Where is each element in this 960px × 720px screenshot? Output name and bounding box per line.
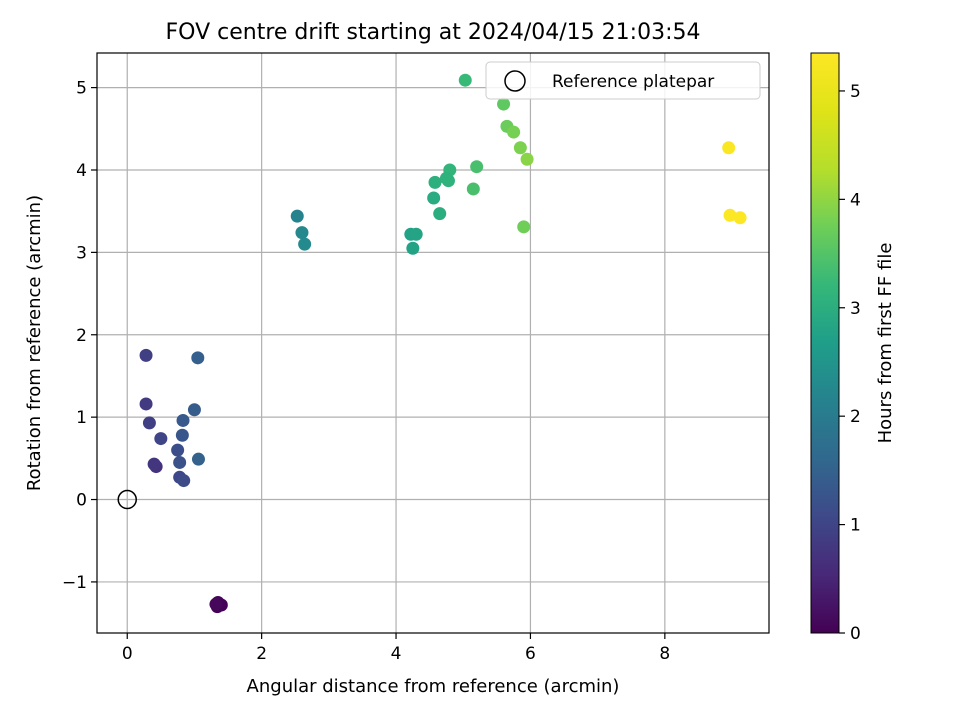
x-tick-label: 8 xyxy=(659,644,670,664)
data-point xyxy=(428,175,442,189)
data-point xyxy=(191,351,205,365)
data-point xyxy=(427,191,441,205)
data-point xyxy=(406,241,420,255)
x-tick-label: 4 xyxy=(391,644,402,664)
data-point xyxy=(439,171,453,185)
y-axis-ticks: −1 0 1 2 3 4 5 xyxy=(62,79,97,593)
data-point xyxy=(171,443,185,457)
data-point xyxy=(295,226,309,240)
x-tick-label: 0 xyxy=(122,644,133,664)
reference-platepar-marker xyxy=(117,489,137,510)
colorbar-ticks: 0 1 2 3 4 5 xyxy=(839,82,861,644)
y-tick-label: −1 xyxy=(62,573,87,593)
data-point xyxy=(520,152,534,166)
data-point xyxy=(139,348,153,362)
colorbar: 0 1 2 3 4 5 Hours from first FF file xyxy=(810,52,896,644)
colorbar-label: Hours from first FF file xyxy=(875,243,896,444)
data-point xyxy=(507,125,521,139)
data-point xyxy=(409,227,423,241)
data-point xyxy=(458,73,472,87)
data-point xyxy=(470,160,484,174)
colorbar-tick-label: 4 xyxy=(850,190,861,210)
plot-frame xyxy=(96,52,770,634)
data-point xyxy=(154,432,168,446)
data-point xyxy=(290,209,304,223)
x-axis-label: Angular distance from reference (arcmin) xyxy=(247,676,620,697)
x-tick-label: 6 xyxy=(525,644,536,664)
y-tick-label: 4 xyxy=(76,161,87,181)
legend-box xyxy=(485,61,761,100)
data-point xyxy=(139,397,153,411)
data-point xyxy=(513,141,527,155)
colorbar-tick-label: 2 xyxy=(850,407,861,427)
data-point xyxy=(723,208,737,222)
y-tick-label: 1 xyxy=(76,408,87,428)
grid-lines xyxy=(97,53,769,633)
data-point xyxy=(176,413,190,427)
data-point xyxy=(517,220,531,234)
data-point xyxy=(173,455,187,469)
data-point xyxy=(142,416,156,430)
colorbar-gradient xyxy=(810,52,840,634)
chart-title: FOV centre drift starting at 2024/04/15 … xyxy=(166,20,701,45)
data-point xyxy=(175,428,189,442)
data-point xyxy=(497,97,511,111)
colorbar-tick-label: 1 xyxy=(850,516,861,536)
y-tick-label: 0 xyxy=(76,491,87,511)
data-point xyxy=(733,211,747,225)
data-point xyxy=(187,403,201,417)
y-axis-label: Rotation from reference (arcmin) xyxy=(24,195,45,491)
colorbar-tick-label: 3 xyxy=(850,299,861,319)
data-point xyxy=(433,207,447,221)
data-point xyxy=(298,237,312,251)
legend-reference-marker xyxy=(504,70,526,92)
y-tick-label: 3 xyxy=(76,243,87,263)
data-point xyxy=(177,474,191,488)
x-tick-label: 2 xyxy=(256,644,267,664)
data-point xyxy=(722,141,736,155)
data-point xyxy=(209,597,223,611)
data-point xyxy=(147,457,161,471)
data-point xyxy=(191,452,205,466)
legend: Reference platepar xyxy=(485,61,761,100)
y-tick-label: 2 xyxy=(76,326,87,346)
colorbar-tick-label: 0 xyxy=(850,624,861,644)
legend-entry-reference: Reference platepar xyxy=(552,72,714,92)
data-points xyxy=(139,73,747,614)
y-tick-label: 5 xyxy=(76,79,87,99)
x-axis-ticks: 0 2 4 6 8 xyxy=(122,633,670,664)
data-point xyxy=(466,182,480,196)
colorbar-tick-label: 5 xyxy=(850,82,861,102)
